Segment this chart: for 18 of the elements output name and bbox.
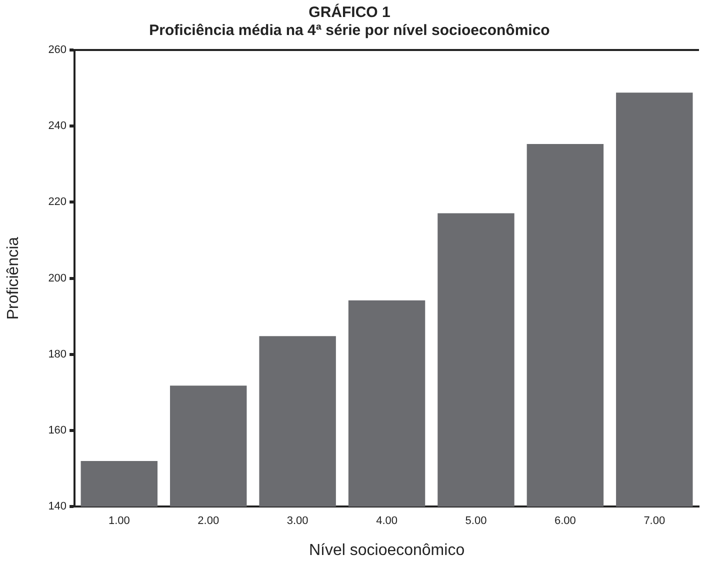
x-tick-label: 4.00 (376, 515, 398, 528)
x-tick-label: 5.00 (465, 515, 487, 528)
x-tick-label: 6.00 (554, 515, 576, 528)
y-tick-label: 200 (48, 272, 67, 284)
y-tick-label: 160 (48, 424, 67, 437)
y-tick-label: 140 (48, 500, 67, 513)
chart-title: GRÁFICO 1 (308, 3, 390, 22)
y-tick-label: 220 (48, 196, 67, 208)
chart-subtitle: Proficiência média na 4ª série por nível socioeconômico (149, 22, 550, 40)
y-tick-label: 240 (48, 120, 67, 132)
y-tick-label: 260 (48, 44, 67, 56)
y-axis-title: Proficiência (5, 236, 22, 320)
x-tick-label: 1.00 (108, 515, 130, 528)
x-tick-label: 3.00 (286, 515, 308, 528)
x-tick-label: 7.00 (644, 515, 666, 528)
x-tick-label: 2.00 (198, 515, 220, 528)
x-axis-title: Nível socioeconômico (308, 542, 465, 559)
y-tick-label: 180 (48, 348, 67, 360)
